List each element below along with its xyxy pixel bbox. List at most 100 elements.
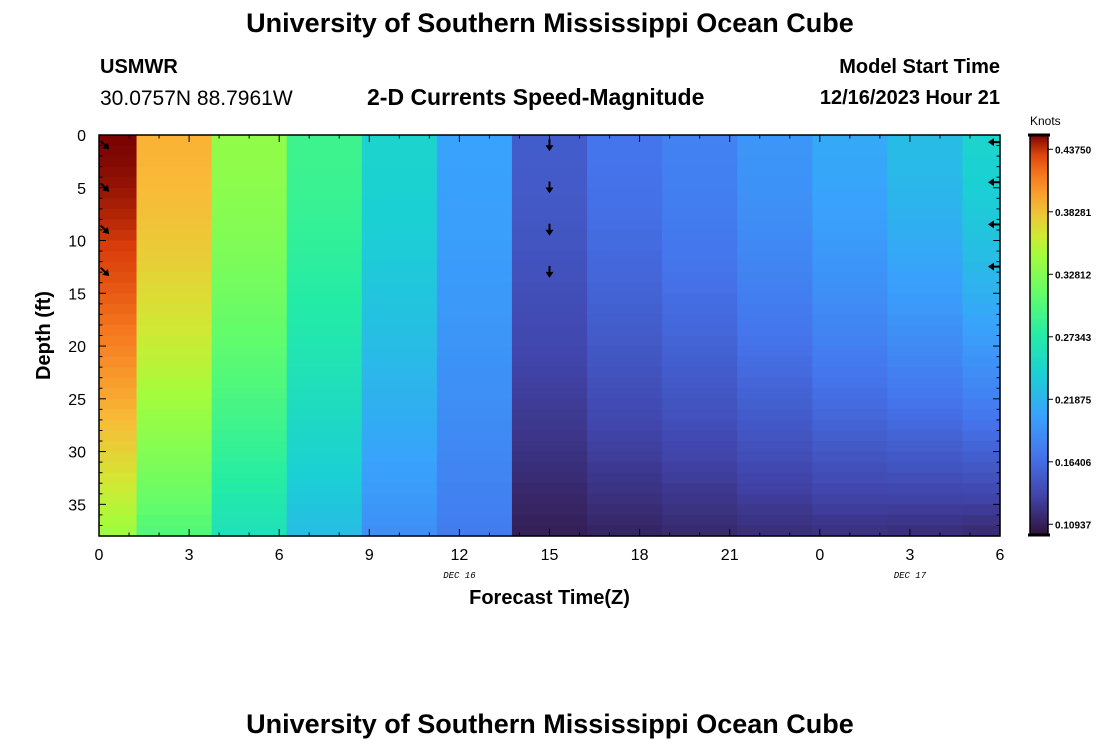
heatmap-cell <box>812 219 888 231</box>
heatmap-cell <box>286 419 363 432</box>
heatmap-cell <box>211 441 288 453</box>
heatmap-cell <box>587 198 663 210</box>
heatmap-cell <box>99 525 138 537</box>
heatmap-cell <box>812 135 888 147</box>
heatmap-chart: 0 5 10 15 20 25 30 35 0 3 6 9 12 15 18 21 0 3 6 DEC 16 DEC … <box>33 114 1092 609</box>
heatmap-cell <box>436 187 513 199</box>
heatmap-cell <box>662 324 738 337</box>
heatmap-cell <box>136 419 213 432</box>
heatmap-cell <box>286 198 363 210</box>
heatmap-cell <box>211 166 288 178</box>
x-tick-label: 0 <box>815 547 824 564</box>
heatmap-cell <box>662 335 738 347</box>
heatmap-cell <box>962 441 1001 453</box>
heatmap-cell <box>737 314 813 326</box>
heatmap-cell <box>361 177 438 189</box>
heatmap-cell <box>662 293 738 305</box>
heatmap-cell <box>211 377 288 389</box>
heatmap-cell <box>436 367 513 379</box>
station-id: USMWR <box>100 56 178 78</box>
heatmap-cell <box>99 419 138 432</box>
heatmap-cell <box>962 356 1001 368</box>
heatmap-cell <box>587 504 663 516</box>
heatmap-cell <box>436 293 513 305</box>
heatmap-cell <box>887 398 964 410</box>
heatmap-cell <box>361 472 438 484</box>
heatmap-cell <box>99 493 138 505</box>
heatmap-cell <box>436 377 513 389</box>
heatmap-cell <box>962 493 1001 505</box>
heatmap-cell <box>887 187 964 199</box>
heatmap-cell <box>286 430 363 442</box>
heatmap-cell <box>587 314 663 326</box>
heatmap-cell <box>99 251 138 263</box>
heatmap-cell <box>286 208 363 221</box>
x-axis-title: Forecast Time(Z) <box>469 587 630 609</box>
heatmap-cell <box>436 261 513 273</box>
heatmap-cell <box>211 303 288 315</box>
colorbar: 0.43750 0.38281 0.32812 0.27343 0.21875 0.164… <box>1028 133 1092 537</box>
heatmap-cell <box>887 504 964 516</box>
heatmap-cell <box>662 430 738 442</box>
heatmap-cell <box>812 377 888 389</box>
heatmap-cell <box>211 335 288 347</box>
vector-arrow <box>987 220 1000 229</box>
heatmap-cell <box>99 441 138 453</box>
heatmap-cell <box>662 493 738 505</box>
heatmap-cell <box>136 251 213 263</box>
y-tick-label: 25 <box>68 392 86 409</box>
heatmap-cell <box>136 388 213 400</box>
heatmap-cell <box>812 208 888 221</box>
heatmap-cell <box>136 314 213 326</box>
heatmap-cell <box>887 314 964 326</box>
heatmap-cell <box>887 409 964 421</box>
heatmap-cell <box>361 282 438 294</box>
heatmap-cell <box>962 472 1001 484</box>
heatmap-cell <box>361 272 438 284</box>
heatmap-cell <box>662 514 738 527</box>
heatmap-cell <box>436 208 513 221</box>
heatmap-cell <box>361 261 438 273</box>
model-start-label: Model Start Time <box>839 56 1000 78</box>
heatmap-cell <box>436 493 513 505</box>
heatmap-cell <box>737 504 813 516</box>
heatmap-cell <box>511 367 588 379</box>
heatmap-cell <box>812 398 888 410</box>
y-tick-label: 35 <box>68 497 86 514</box>
heatmap-cell <box>737 240 813 252</box>
heatmap-cell <box>887 441 964 453</box>
heatmap-cell <box>511 409 588 421</box>
heatmap-cell <box>511 314 588 326</box>
heatmap-cell <box>99 451 138 463</box>
heatmap-cell <box>887 377 964 389</box>
heatmap-cell <box>436 272 513 284</box>
heatmap-cell <box>962 177 1001 189</box>
heatmap-cell <box>662 462 738 474</box>
heatmap-cell <box>99 198 138 210</box>
y-tick-label: 15 <box>68 286 86 303</box>
heatmap-cell <box>99 293 138 305</box>
heatmap-cell <box>812 525 888 537</box>
heatmap-cell <box>662 451 738 463</box>
heatmap-cell <box>962 219 1001 231</box>
heatmap-cell <box>887 514 964 527</box>
heatmap-cell <box>962 229 1001 242</box>
heatmap-cell <box>812 198 888 210</box>
heatmap-cell <box>662 314 738 326</box>
heatmap-cell <box>887 272 964 284</box>
heatmap-cell <box>511 462 588 474</box>
heatmap-cell <box>887 346 964 358</box>
heatmap-cell <box>211 261 288 273</box>
heatmap-cell <box>812 388 888 400</box>
heatmap-cell <box>511 187 588 199</box>
heatmap-cell <box>962 145 1001 157</box>
heatmap-cell <box>211 272 288 284</box>
heatmap-cell <box>99 219 138 231</box>
heatmap-cell <box>962 346 1001 358</box>
heatmap-cell <box>662 367 738 379</box>
heatmap-cell <box>962 314 1001 326</box>
heatmap-cell <box>962 272 1001 284</box>
heatmap-cell <box>511 229 588 242</box>
heatmap-cell <box>211 324 288 337</box>
heatmap-cell <box>361 504 438 516</box>
